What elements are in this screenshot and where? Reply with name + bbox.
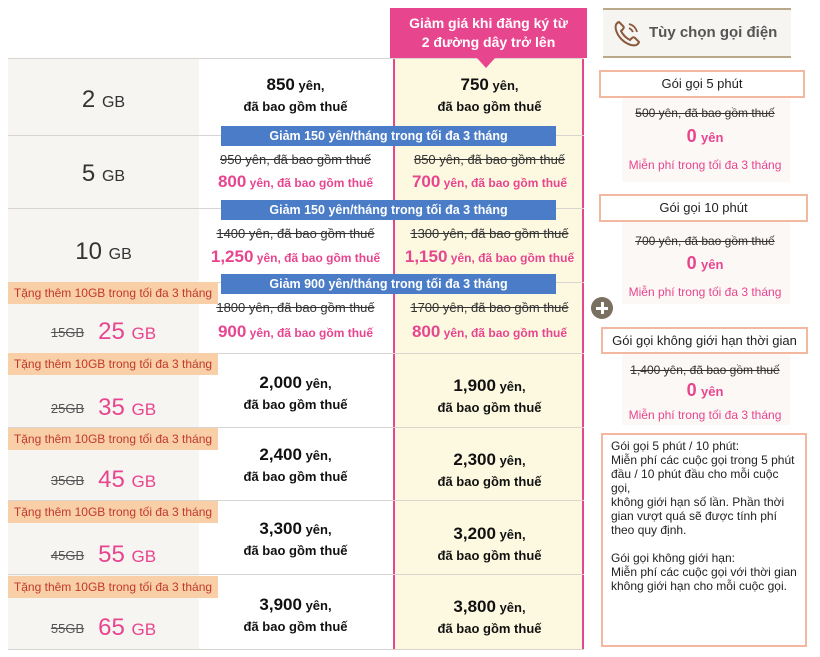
- plan-5gb-discount-promo-price: 700 yên, đã bao gồm thuế: [411, 172, 568, 191]
- call-option-5min-title: Gói gọi 5 phút: [599, 70, 805, 98]
- call-options-notes: Gói gọi 5 phút / 10 phút: Miễn phí các c…: [601, 433, 807, 647]
- phone-icon: [614, 20, 641, 47]
- plan-35gb-discount-price: 1,900 yên, đã bao gồm thuế: [437, 376, 542, 415]
- plan-65gb-discount-price: 3,800 yên, đã bao gồm thuế: [437, 597, 542, 636]
- call-option-10min-new-price: 0 yên: [686, 253, 724, 273]
- row-divider: [8, 649, 584, 650]
- call-option-5min-new-price: 0 yên: [686, 126, 724, 146]
- plan-5gb-label: 5 GB: [81, 160, 126, 187]
- plan-65gb-price: 3,900 yên, đã bao gồm thuế: [243, 595, 348, 634]
- plan-25gb-old-price: 1800 yên, đã bao gồm thuế: [216, 300, 375, 315]
- plan-10gb-discount-promo-price: 1,150 yên, đã bao gồm thuế: [404, 247, 575, 266]
- call-option-10min-title: Gói gọi 10 phút: [599, 194, 808, 222]
- call-option-unlimited-new-price: 0 yên: [686, 380, 724, 400]
- promo-banner-25gb: Giảm 900 yên/tháng trong tối đa 3 tháng: [221, 274, 556, 294]
- discount-header-line1: Giảm giá khi đăng ký từ: [409, 15, 568, 31]
- plan-35gb-price: 2,000 yên, đã bao gồm thuế: [243, 373, 348, 412]
- note-spacer: [611, 537, 797, 551]
- row-divider: [8, 574, 584, 575]
- call-option-10min-panel: [622, 222, 790, 304]
- promo-banner-5gb: Giảm 150 yên/tháng trong tối đa 3 tháng: [221, 126, 556, 146]
- plan-45gb-price: 2,400 yên, đã bao gồm thuế: [243, 445, 348, 484]
- plan-5gb-promo-price: 800 yên, đã bao gồm thuế: [217, 172, 374, 191]
- plan-55gb-price: 3,300 yên, đã bao gồm thuế: [243, 519, 348, 558]
- plan-25gb-promo-price: 900 yên, đã bao gồm thuế: [217, 322, 374, 341]
- discount-header-arrow: [477, 58, 495, 68]
- promo-banner-10gb: Giảm 150 yên/tháng trong tối đa 3 tháng: [221, 200, 556, 220]
- row-divider: [8, 427, 584, 428]
- plan-5gb-old-price: 950 yên, đã bao gồm thuế: [219, 152, 372, 167]
- call-options-header: Tùy chọn gọi điện: [603, 8, 791, 58]
- note-line: Miễn phí các cuộc gọi trong 5 phút đầu /…: [611, 453, 795, 495]
- plan-45gb-discount-price: 2,300 yên, đã bao gồm thuế: [437, 450, 542, 489]
- call-option-unlimited-panel: [622, 353, 790, 425]
- call-option-unlimited-title: Gói gọi không giới hạn thời gian: [601, 327, 808, 354]
- plan-10gb-old-price: 1400 yên, đã bao gồm thuế: [216, 226, 375, 241]
- plan-2gb-discount-price: 750 yên, đã bao gồm thuế: [437, 75, 542, 114]
- plan-10gb-discount-old-price: 1300 yên, đã bao gồm thuế: [410, 226, 569, 241]
- discount-header-line2: 2 đường dây trở lên: [421, 34, 556, 50]
- plan-25gb-discount-old-price: 1700 yên, đã bao gồm thuế: [410, 300, 569, 315]
- plan-10gb-label: 10 GB: [75, 238, 132, 265]
- discount-header: Giảm giá khi đăng ký từ 2 đường dây trở …: [390, 8, 587, 58]
- plan-55gb-label: 45GB 55 GB: [50, 541, 157, 568]
- bonus-tag-65gb: Tặng thêm 10GB trong tối đa 3 tháng: [8, 576, 218, 598]
- plan-2gb-label: 2 GB: [81, 86, 126, 113]
- plan-2gb-price: 850 yên, đã bao gồm thuế: [243, 75, 348, 114]
- bonus-tag-45gb: Tặng thêm 10GB trong tối đa 3 tháng: [8, 428, 218, 450]
- note-line: Gói gọi không giới hạn:: [611, 551, 735, 565]
- plan-45gb-label: 35GB 45 GB: [50, 466, 157, 493]
- bonus-tag-25gb: Tặng thêm 10GB trong tối đa 3 tháng: [8, 282, 218, 304]
- plan-35gb-label: 25GB 35 GB: [50, 394, 157, 421]
- note-line: Gói gọi 5 phút / 10 phút:: [611, 439, 740, 453]
- row-divider: [8, 500, 584, 501]
- call-options-title: Tùy chọn gọi điện: [649, 24, 778, 41]
- row-divider: [8, 353, 584, 354]
- call-option-10min-free: Miễn phí trong tối đa 3 tháng: [628, 285, 782, 299]
- plan-65gb-label: 55GB 65 GB: [50, 614, 157, 641]
- bonus-tag-35gb: Tặng thêm 10GB trong tối đa 3 tháng: [8, 353, 218, 375]
- plan-55gb-discount-price: 3,200 yên, đã bao gồm thuế: [437, 524, 542, 563]
- call-option-unlimited-free: Miễn phí trong tối đa 3 tháng: [628, 408, 782, 422]
- table-top-line: [8, 58, 584, 59]
- note-line: Miễn phí các cuộc gọi với thời gian khôn…: [611, 565, 797, 593]
- plan-10gb-promo-price: 1,250 yên, đã bao gồm thuế: [210, 247, 381, 266]
- call-option-10min-old-price: 700 yên, đã bao gồm thuế: [635, 234, 775, 248]
- discount-column: [393, 58, 584, 650]
- call-option-5min-panel: [622, 98, 790, 182]
- call-option-5min-free: Miễn phí trong tối đa 3 tháng: [628, 158, 782, 172]
- call-option-unlimited-old-price: 1,400 yên, đã bao gồm thuế: [630, 363, 780, 377]
- price-column: [199, 58, 392, 650]
- plan-25gb-label: 15GB 25 GB: [50, 318, 157, 345]
- plan-5gb-discount-old-price: 850 yên, đã bao gồm thuế: [413, 152, 566, 167]
- call-option-5min-old-price: 500 yên, đã bao gồm thuế: [635, 106, 775, 120]
- bonus-tag-55gb: Tặng thêm 10GB trong tối đa 3 tháng: [8, 501, 218, 523]
- plan-25gb-discount-promo-price: 800 yên, đã bao gồm thuế: [411, 322, 568, 341]
- plus-icon: [591, 297, 613, 319]
- note-line: không giới hạn số lần. Phần thời gian vư…: [611, 495, 785, 537]
